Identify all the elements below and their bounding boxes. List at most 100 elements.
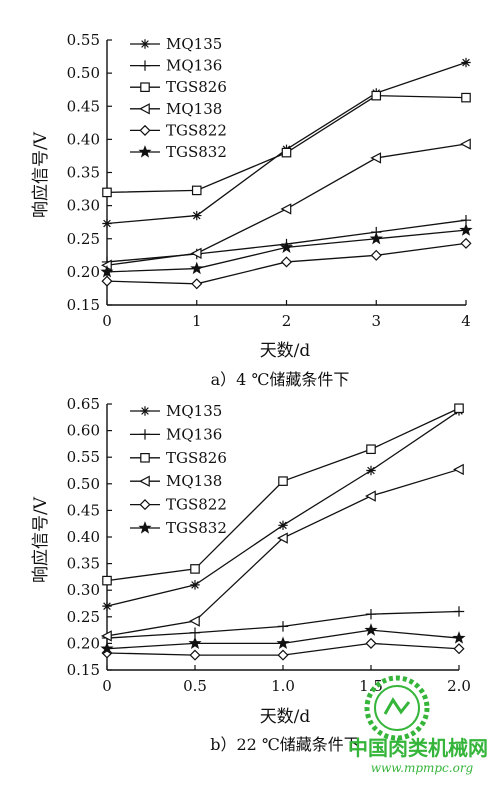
legend-marker	[139, 499, 151, 511]
data-point	[453, 463, 464, 476]
y-tick-label: 0.20	[67, 263, 100, 281]
panel-a-caption: a）4 ℃储藏条件下	[211, 370, 350, 389]
x-tick-label: 1	[192, 312, 202, 330]
x-tick-label: 1.5	[359, 677, 383, 695]
series-mq135	[102, 406, 464, 611]
y-tick-label: 0.20	[67, 634, 100, 652]
data-point	[188, 636, 202, 649]
y-tick-label: 0.15	[67, 661, 100, 679]
series-mq138	[101, 138, 471, 271]
legend-marker	[138, 145, 152, 158]
legend-item: MQ135	[130, 402, 222, 420]
y-tick-label: 0.45	[67, 97, 100, 115]
legend-label: TGS832	[166, 519, 227, 537]
data-point	[460, 237, 472, 249]
x-tick-label: 2.0	[447, 677, 471, 695]
legend-item: TGS822	[130, 121, 227, 139]
watermark: 中国肉类机械网 www.mpmpc.org	[348, 675, 488, 775]
series-tgs832	[100, 623, 466, 655]
data-point	[366, 465, 376, 476]
y-tick-label: 0.45	[67, 501, 100, 519]
legend-marker	[140, 82, 150, 92]
legend-label: MQ135	[166, 402, 222, 420]
data-point	[191, 185, 202, 196]
data-point	[277, 649, 289, 661]
series-mq135	[102, 57, 471, 229]
y-tick-label: 0.35	[67, 164, 100, 182]
data-point	[278, 476, 288, 486]
panel-a-legend: MQ135 MQ136 TGS826 MQ138 TGS822 TGS832	[130, 35, 227, 161]
legend-item: MQ138	[130, 100, 222, 118]
legend-item: TGS826	[130, 449, 227, 467]
y-tick-label: 0.25	[67, 608, 100, 626]
data-point	[190, 564, 200, 574]
x-tick-label: 4	[461, 312, 471, 330]
data-point	[365, 608, 377, 620]
panel-b-axes: 0.150.200.250.300.350.400.450.500.550.60…	[67, 395, 471, 695]
panel-a: 0.15 0.20 0.25 0.30 0.35 0.40 0.45 0.50 0.55 0 1 2 3…	[31, 31, 473, 389]
legend-label: MQ136	[166, 57, 222, 75]
data-point	[190, 247, 202, 260]
y-tick-label: 0.60	[67, 422, 100, 440]
data-point	[461, 92, 471, 103]
data-point	[365, 637, 377, 649]
data-point	[278, 520, 288, 530]
data-point	[189, 649, 201, 661]
data-point	[102, 187, 112, 198]
series-tgs832	[100, 223, 473, 278]
legend-item: TGS832	[130, 143, 227, 161]
panel-a-axes: 0.15 0.20 0.25 0.30 0.35 0.40 0.45 0.50 0.55 0 1 2 3…	[67, 31, 471, 330]
data-point	[189, 615, 200, 627]
data-point	[276, 636, 290, 649]
legend-marker	[139, 60, 151, 71]
y-tick-label: 0.65	[67, 395, 100, 413]
data-point	[369, 231, 383, 245]
y-tick-label: 0.15	[67, 296, 100, 314]
data-point	[281, 147, 292, 158]
data-point	[453, 606, 465, 617]
data-point	[280, 256, 293, 268]
series-line	[106, 410, 460, 607]
series-line	[106, 61, 467, 225]
data-point	[101, 275, 113, 287]
legend-item: TGS826	[130, 78, 227, 96]
x-tick-label: 1.0	[271, 677, 295, 695]
y-tick-label: 0.30	[67, 581, 100, 599]
data-point	[279, 240, 294, 253]
watermark-site-name: 中国肉类机械网	[348, 736, 488, 760]
series-tgs822	[101, 237, 472, 290]
data-point	[100, 641, 114, 655]
legend-label: TGS826	[166, 78, 227, 96]
data-point	[191, 278, 203, 290]
y-tick-label: 0.40	[67, 528, 100, 546]
panel-b-caption: b）22 ℃储藏条件下	[210, 735, 360, 754]
legend-item: TGS832	[130, 519, 227, 537]
y-tick-label: 0.40	[67, 130, 100, 148]
legend-item: MQ138	[130, 472, 222, 490]
data-point	[461, 57, 471, 68]
legend-marker	[140, 39, 150, 49]
data-point	[190, 580, 200, 590]
y-tick-label: 0.50	[67, 64, 100, 82]
panel-a-xlabel: 天数/d	[260, 341, 311, 361]
panel-b-series	[100, 403, 466, 661]
data-point	[452, 631, 466, 644]
watermark-logo-ring	[364, 675, 430, 741]
x-tick-label: 0	[102, 312, 112, 330]
x-tick-label: 0.5	[183, 677, 207, 695]
data-point	[459, 223, 473, 236]
legend-item: MQ136	[130, 425, 222, 443]
series-line	[106, 94, 467, 194]
y-tick-label: 0.55	[67, 31, 100, 49]
y-tick-label: 0.35	[67, 555, 100, 573]
data-point	[280, 203, 292, 215]
series-tgs826	[102, 90, 471, 198]
data-point	[102, 218, 112, 229]
series-line	[106, 468, 460, 637]
legend-label: MQ136	[166, 425, 222, 443]
y-tick-label: 0.55	[67, 448, 100, 466]
data-point	[366, 444, 376, 455]
legend-label: TGS826	[166, 449, 227, 467]
series-mq138	[101, 463, 464, 642]
